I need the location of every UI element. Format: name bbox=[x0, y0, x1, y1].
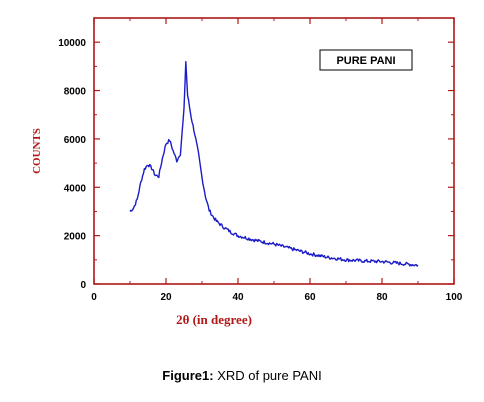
y-tick-label: 4000 bbox=[64, 183, 87, 194]
x-tick-label: 80 bbox=[376, 292, 388, 303]
series-line-pure-pani bbox=[129, 61, 419, 267]
y-ticks bbox=[94, 17, 454, 285]
x-tick-labels: 0 20 40 60 80 100 bbox=[91, 292, 463, 303]
y-tick-label: 2000 bbox=[64, 232, 87, 243]
legend-label: PURE PANI bbox=[336, 55, 395, 67]
x-tick-label: 20 bbox=[160, 292, 172, 303]
x-ticks bbox=[93, 18, 455, 284]
y-tick-labels: 0 2000 4000 6000 8000 10000 bbox=[58, 38, 86, 291]
y-tick-label: 8000 bbox=[64, 87, 87, 98]
legend-box bbox=[319, 49, 413, 71]
legend: PURE PANI bbox=[319, 49, 413, 71]
y-tick-label: 10000 bbox=[58, 38, 86, 49]
x-tick-label: 0 bbox=[91, 292, 97, 303]
x-tick-label: 100 bbox=[446, 292, 463, 303]
caption-text: XRD of pure PANI bbox=[213, 368, 322, 383]
caption-label: Figure1: bbox=[162, 368, 214, 383]
figure-caption: Figure1: XRD of pure PANI bbox=[0, 368, 484, 383]
x-axis-title: 2θ (in degree) bbox=[176, 312, 252, 327]
xrd-chart: 0 20 40 60 80 100 0 2000 4000 6000 8000 10000 PURE… bbox=[31, 17, 463, 327]
x-tick-label: 40 bbox=[232, 292, 244, 303]
y-tick-label: 6000 bbox=[64, 135, 87, 146]
y-tick-label: 0 bbox=[80, 280, 86, 291]
x-tick-label: 60 bbox=[304, 292, 316, 303]
y-axis-title: COUNTS bbox=[31, 128, 43, 174]
